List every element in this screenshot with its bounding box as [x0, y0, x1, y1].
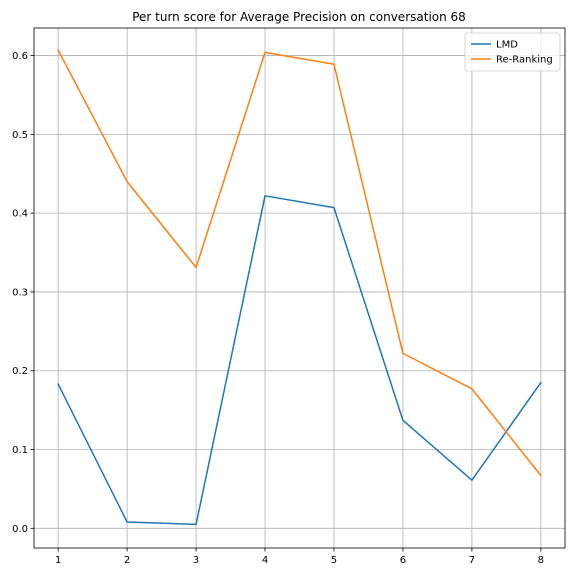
plot-area [34, 28, 565, 548]
x-tick-label: 3 [193, 555, 199, 566]
x-tick-label: 7 [469, 555, 475, 566]
series-line-re-ranking [57, 49, 542, 477]
y-tick-label: 0.2 [12, 366, 28, 377]
y-tick-label: 0.5 [12, 130, 28, 141]
legend-box [464, 32, 561, 72]
x-tick-label: 5 [331, 555, 337, 566]
series-line-lmd [57, 195, 542, 526]
grid [34, 28, 565, 548]
legend-label: Re-Ranking [496, 55, 553, 66]
y-axis: 0.0 0.1 0.2 0.3 0.4 0.5 0.6 [12, 51, 34, 535]
x-axis: 1 2 3 4 5 6 7 8 [55, 548, 544, 566]
series-layer [57, 49, 542, 526]
x-tick-label: 4 [262, 555, 268, 566]
x-tick-label: 8 [538, 555, 544, 566]
y-tick-label: 0.3 [12, 287, 28, 298]
axes-frame [33, 27, 566, 549]
y-tick-label: 0.1 [12, 445, 28, 456]
y-tick-label: 0.6 [12, 51, 28, 62]
legend-label: LMD [496, 40, 518, 51]
x-tick-label: 6 [400, 555, 406, 566]
y-tick-label: 0.0 [12, 524, 28, 535]
x-tick-label: 1 [55, 555, 61, 566]
chart-title: Per turn score for Average Precision on … [132, 10, 466, 24]
legend: LMD Re-Ranking [464, 32, 561, 72]
x-tick-label: 2 [124, 555, 130, 566]
y-tick-label: 0.4 [12, 209, 28, 220]
